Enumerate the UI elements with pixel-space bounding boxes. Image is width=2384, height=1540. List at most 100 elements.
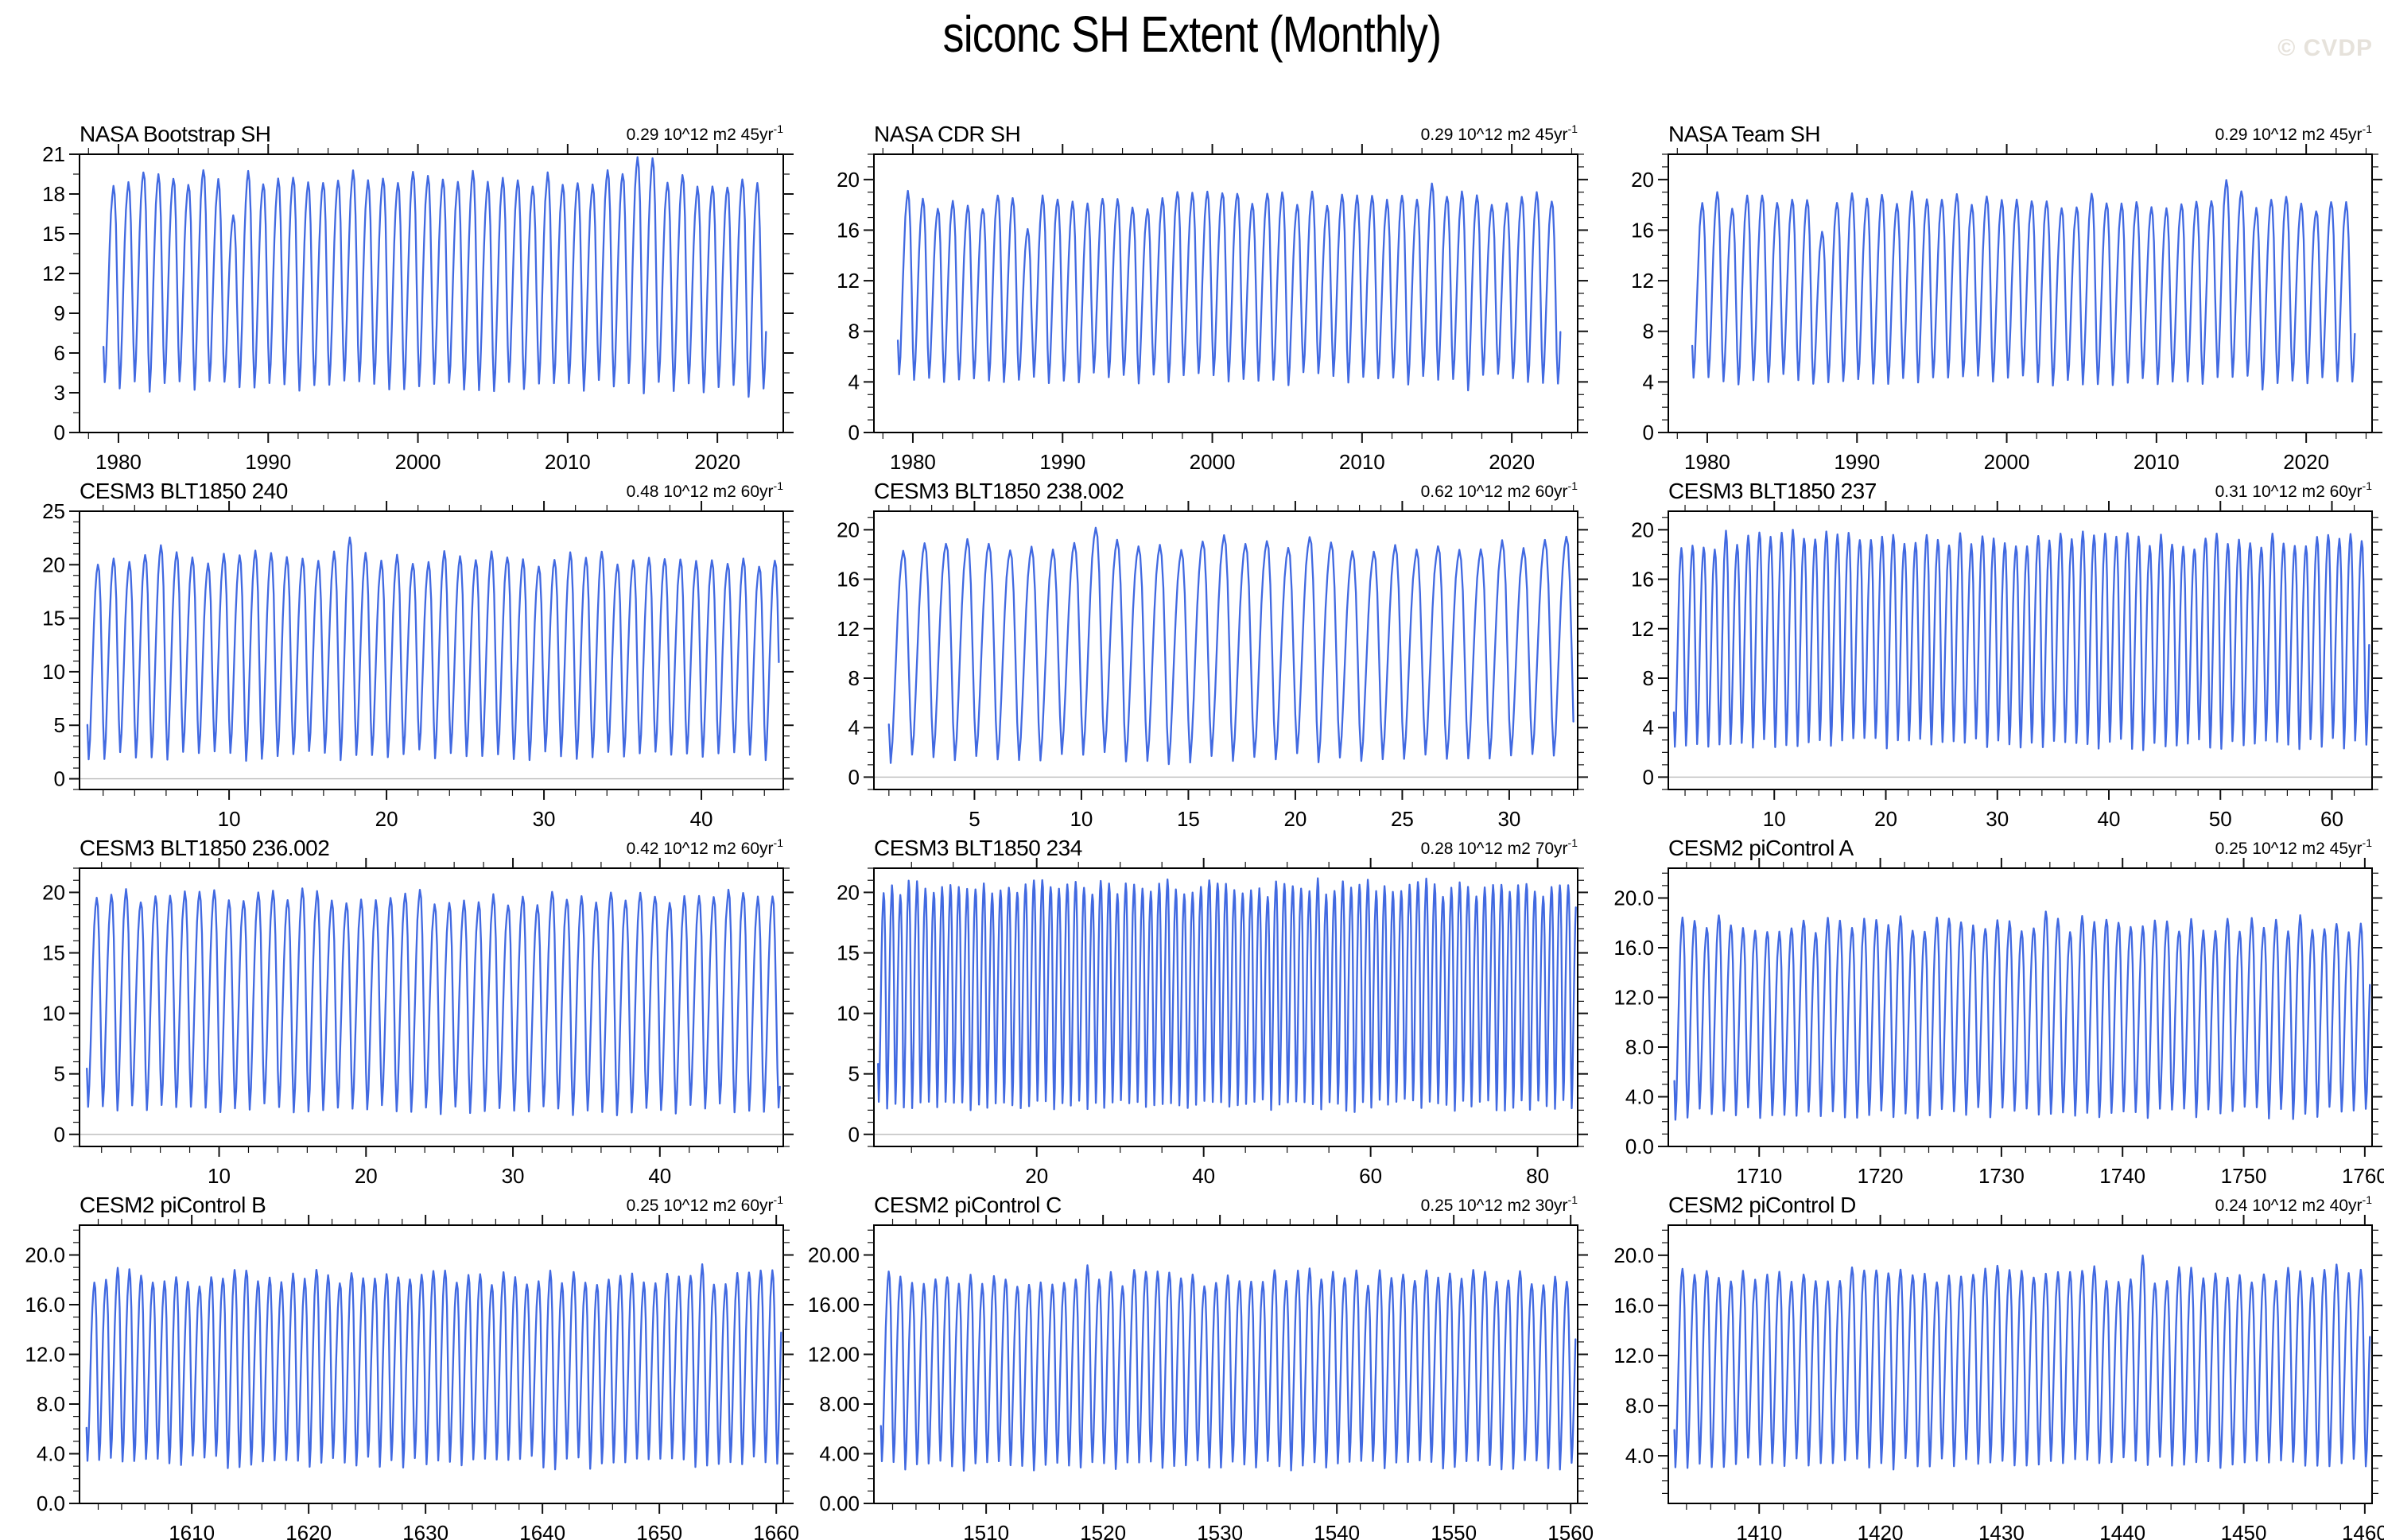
x-tick-label: 1980 (95, 450, 142, 474)
x-tick-label: 1550 (1431, 1521, 1477, 1540)
x-tick-label: 10 (1070, 807, 1093, 831)
panel-title: CESM2 piControl C (874, 1193, 1062, 1217)
trend-annotation: 0.25 10^12 m2 30yr-1 (1421, 1193, 1578, 1215)
y-tick-label: 4.00 (819, 1442, 860, 1466)
y-tick-label: 4 (1643, 370, 1654, 394)
y-tick-label: 10 (837, 1002, 860, 1026)
x-tick-label: 5 (969, 807, 980, 831)
trend-annotation: 0.29 10^12 m2 45yr-1 (2215, 122, 2373, 144)
y-tick-label: 20.0 (25, 1243, 65, 1267)
y-tick-label: 10 (42, 1002, 65, 1026)
axis-frame (1668, 867, 2373, 1147)
series-line (86, 887, 781, 1116)
panel-title: CESM3 BLT1850 237 (1668, 479, 1877, 503)
y-tick-label: 20.0 (1613, 886, 1654, 910)
series-line (1691, 179, 2356, 391)
y-tick-label: 16.0 (1613, 936, 1654, 960)
x-tick-label: 1620 (285, 1521, 332, 1540)
x-tick-label: 30 (1986, 807, 2009, 831)
y-tick-label: 8 (848, 666, 860, 690)
y-tick-label: 0.0 (37, 1492, 65, 1515)
x-tick-label: 1990 (1039, 450, 1085, 474)
x-tick-label: 30 (1497, 807, 1520, 831)
x-tick-label: 2010 (2134, 450, 2180, 474)
y-tick-label: 20 (837, 518, 860, 541)
y-tick-label: 3 (54, 381, 65, 405)
x-tick-label: 2020 (1489, 450, 1535, 474)
tick-labels: 0.0 4.0 8.0 12.0 16.0 20.0 1710 1720 1730 1740 175… (1613, 886, 2384, 1189)
x-tick-label: 1420 (1858, 1521, 1904, 1540)
panel-title: CESM3 BLT1850 236.002 (80, 836, 329, 860)
tick-labels: 0.0 4.0 8.0 12.0 16.0 20.0 1610 1620 1630 1640 165… (25, 1243, 799, 1540)
trend-annotation: 0.31 10^12 m2 60yr-1 (2215, 479, 2373, 501)
x-tick-label: 1730 (1978, 1164, 2025, 1188)
x-tick-label: 1450 (2221, 1521, 2267, 1540)
page-title-text: siconc SH Extent (Monthly) (942, 6, 1442, 63)
x-tick-label: 1720 (1858, 1164, 1904, 1188)
x-tick-label: 1740 (2099, 1164, 2145, 1188)
y-tick-label: 8.0 (1625, 1035, 1654, 1059)
y-tick-label: 16 (837, 568, 860, 592)
x-tick-label: 2000 (1190, 450, 1236, 474)
x-tick-label: 1750 (2221, 1164, 2267, 1188)
trend-annotation: 0.25 10^12 m2 60yr-1 (627, 1193, 784, 1215)
y-tick-label: 4 (1643, 716, 1654, 739)
x-tick-label: 20 (1025, 1164, 1048, 1188)
x-tick-label: 1640 (519, 1521, 565, 1540)
y-tick-label: 4 (848, 370, 860, 394)
y-tick-label: 5 (54, 1062, 65, 1086)
trend-annotation: 0.25 10^12 m2 45yr-1 (2215, 836, 2373, 858)
x-tick-label: 1440 (2099, 1521, 2145, 1540)
y-tick-label: 20 (837, 880, 860, 904)
tick-labels: 0.00 4.00 8.00 12.00 16.00 20.00 1510 1520 1530 1… (808, 1243, 1594, 1540)
panel-cesm3-blt1850-240: CESM3 BLT1850 240 0.48 10^12 m2 60yr-1 0 5 1… (42, 479, 794, 831)
panel-cesm2-picontrol-d: CESM2 piControl D 0.24 10^12 m2 40yr-1 4.0… (1613, 1193, 2384, 1540)
axis-ticks (864, 858, 1588, 1157)
axis-ticks (1658, 144, 2382, 443)
x-tick-label: 20 (1283, 807, 1307, 831)
axis-frame (79, 867, 784, 1147)
tick-labels: 0 5 10 15 20 10 20 30 40 (42, 880, 671, 1188)
y-tick-label: 20.0 (1613, 1243, 1654, 1267)
x-tick-label: 1410 (1736, 1521, 1782, 1540)
x-tick-label: 30 (502, 1164, 525, 1188)
series-line (85, 1263, 782, 1471)
x-tick-label: 1520 (1080, 1521, 1126, 1540)
x-tick-label: 1760 (2342, 1164, 2384, 1188)
y-tick-label: 5 (848, 1062, 860, 1086)
y-tick-label: 4 (848, 716, 860, 739)
y-tick-label: 4.0 (1625, 1085, 1654, 1109)
series-line (877, 877, 1577, 1113)
panel-title: CESM2 piControl D (1668, 1193, 1856, 1217)
x-tick-label: 60 (1359, 1164, 1382, 1188)
axis-frame (873, 510, 1578, 790)
y-tick-label: 0 (54, 1123, 65, 1146)
trend-annotation: 0.62 10^12 m2 60yr-1 (1421, 479, 1578, 501)
x-tick-label: 1660 (753, 1521, 799, 1540)
y-tick-label: 12.0 (1613, 986, 1654, 1010)
panel-title: CESM3 BLT1850 240 (80, 479, 288, 503)
x-tick-label: 40 (1192, 1164, 1215, 1188)
y-tick-label: 8.00 (819, 1392, 860, 1416)
y-tick-label: 16 (1631, 218, 1654, 242)
y-tick-label: 20 (1631, 168, 1654, 192)
y-tick-label: 20 (42, 880, 65, 904)
panel-title: NASA Team SH (1668, 122, 1820, 146)
page-title: siconc SH Extent (Monthly) (0, 5, 2384, 64)
x-tick-label: 10 (208, 1164, 231, 1188)
x-tick-label: 2020 (2283, 450, 2329, 474)
panel-grid: NASA Bootstrap SH 0.29 10^12 m2 45yr-1 0 3 6… (0, 111, 2384, 1540)
axis-frame (1668, 510, 2373, 790)
y-tick-label: 0 (848, 765, 860, 789)
y-tick-label: 12 (837, 269, 860, 293)
y-tick-label: 21 (42, 142, 65, 166)
y-tick-label: 20 (1631, 518, 1654, 541)
x-tick-label: 1510 (963, 1521, 1009, 1540)
y-tick-label: 20 (42, 553, 65, 576)
y-tick-label: 16.0 (25, 1293, 65, 1317)
axis-ticks (69, 858, 794, 1157)
x-tick-label: 1980 (1684, 450, 1730, 474)
y-tick-label: 16.0 (1613, 1294, 1654, 1317)
x-tick-label: 30 (533, 807, 556, 831)
axis-ticks (69, 501, 794, 800)
